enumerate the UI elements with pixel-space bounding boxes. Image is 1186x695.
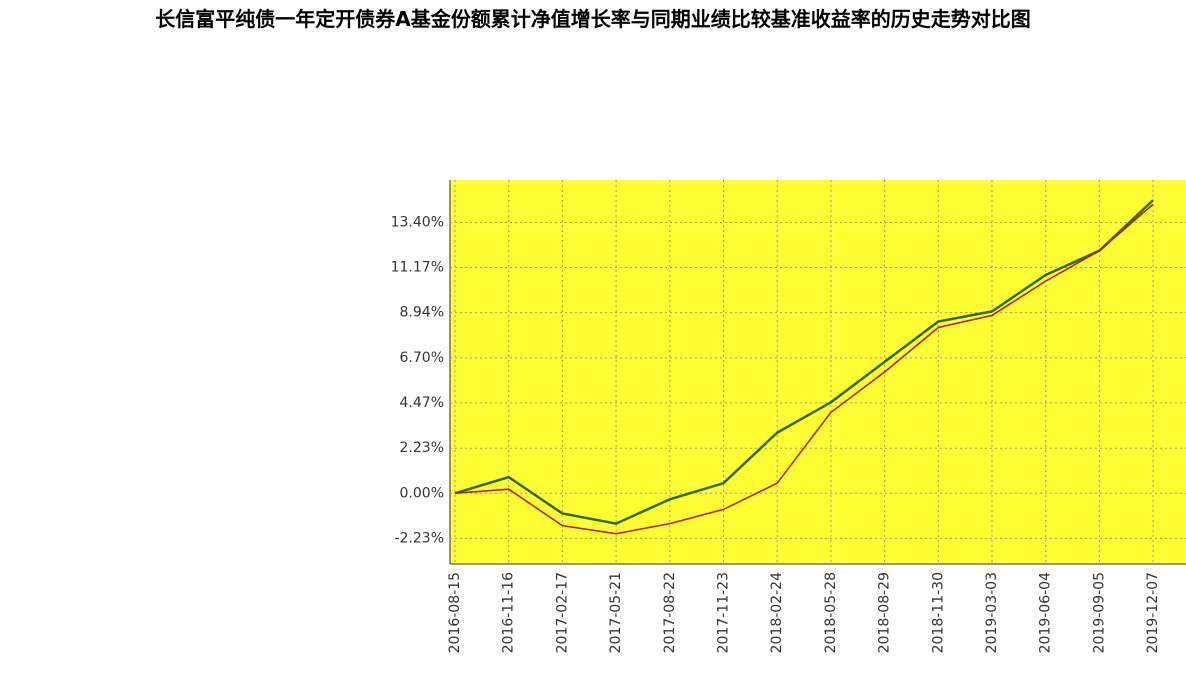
x-tick-label: 2017-11-23 <box>716 572 732 653</box>
x-tick-label: 2017-05-21 <box>608 572 624 653</box>
x-tick-label: 2018-11-30 <box>930 572 946 653</box>
x-tick-label: 2018-02-24 <box>769 572 785 653</box>
x-tick-label: 2019-09-05 <box>1091 572 1107 653</box>
plot-area <box>450 180 1186 564</box>
x-tick-label: 2019-03-03 <box>984 572 1000 653</box>
y-tick-label: 11.17% <box>391 260 444 276</box>
series-line <box>454 199 1154 525</box>
y-tick-label: 4.47% <box>400 395 444 411</box>
x-tick-label: 2019-12-07 <box>1145 572 1161 653</box>
y-tick-label: 6.70% <box>400 350 444 366</box>
x-tick-label: 2019-06-04 <box>1038 572 1054 653</box>
y-tick-label: 0.00% <box>400 485 444 501</box>
y-tick-label: -2.23% <box>394 530 444 546</box>
x-tick-label: 2018-08-29 <box>877 572 893 653</box>
series-line <box>454 203 1154 535</box>
x-tick-label: 2016-08-15 <box>447 572 463 653</box>
x-tick-label: 2017-08-22 <box>662 572 678 653</box>
x-tick-label: 2017-02-17 <box>554 572 570 653</box>
y-tick-label: 2.23% <box>400 440 444 456</box>
x-tick-label: 2018-05-28 <box>823 572 839 653</box>
x-tick-label: 2016-11-16 <box>501 572 517 653</box>
y-tick-label: 8.94% <box>400 305 444 321</box>
y-tick-label: 13.40% <box>391 214 444 230</box>
chart-title: 长信富平纯债一年定开债券A基金份额累计净值增长率与同期业绩比较基准收益率的历史走… <box>155 7 1030 31</box>
